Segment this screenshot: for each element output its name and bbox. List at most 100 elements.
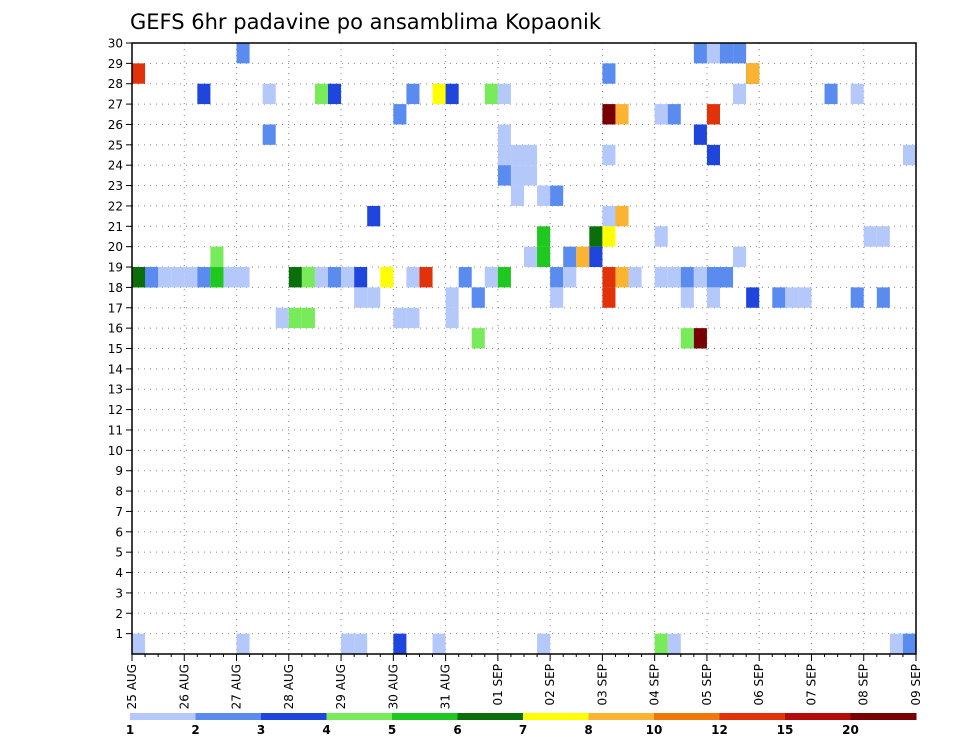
data-cell (537, 246, 551, 268)
y-tick-label: 13 (108, 383, 123, 397)
data-cell (798, 287, 812, 308)
data-cell (550, 267, 564, 288)
x-tick-label: 25 AUG (125, 664, 139, 709)
data-cell (667, 267, 681, 288)
y-tick-label: 30 (108, 37, 123, 51)
data-cell (628, 267, 642, 288)
data-cell (680, 328, 694, 349)
data-cell (445, 83, 459, 105)
data-cell (341, 267, 355, 288)
y-tick-label: 5 (115, 546, 123, 560)
data-cell (262, 124, 276, 145)
colorbar-label: 4 (322, 723, 330, 737)
data-cell (615, 267, 629, 288)
data-cell (210, 246, 224, 268)
colorbar-label: 1 (126, 723, 134, 737)
colorbar-label: 15 (777, 723, 794, 737)
y-tick-label: 8 (115, 485, 123, 499)
data-cell (654, 633, 668, 654)
data-cell (197, 267, 211, 288)
y-tick-label: 27 (108, 98, 123, 112)
x-tick-label: 31 AUG (439, 664, 453, 709)
data-cell (537, 633, 551, 654)
data-cell (615, 104, 629, 125)
data-cell (550, 287, 564, 308)
colorbar-swatch (130, 713, 196, 720)
data-cell (132, 633, 146, 654)
data-cell (550, 185, 564, 206)
x-tick-label: 28 AUG (282, 664, 296, 709)
data-cell (706, 287, 720, 308)
x-tick-label: 05 SEP (700, 664, 714, 706)
data-cell (406, 267, 420, 288)
x-tick-label: 30 AUG (386, 664, 400, 709)
data-cell (602, 205, 616, 227)
x-tick-label: 07 SEP (804, 664, 818, 706)
x-tick-label: 27 AUG (230, 664, 244, 709)
data-cell (328, 267, 342, 288)
data-cell (367, 287, 381, 308)
data-cell (654, 104, 668, 125)
data-cell (602, 287, 616, 308)
data-cell (497, 83, 511, 105)
x-tick-label: 29 AUG (334, 664, 348, 709)
data-cell (184, 267, 198, 288)
x-tick-label: 02 SEP (543, 664, 557, 706)
colorbar-label: 2 (191, 723, 199, 737)
data-cell (693, 43, 707, 64)
data-cell (537, 185, 551, 206)
data-cell (380, 267, 394, 288)
y-tick-label: 16 (108, 322, 123, 336)
y-tick-label: 4 (115, 566, 123, 580)
data-cell (210, 267, 224, 288)
data-cell (510, 165, 524, 186)
y-tick-label: 7 (115, 505, 123, 519)
data-cell (497, 144, 511, 166)
colorbar-label: 8 (584, 723, 592, 737)
data-cell (236, 267, 250, 288)
data-cell (602, 267, 616, 288)
y-tick-label: 26 (108, 118, 123, 132)
data-cell (733, 83, 747, 105)
data-cell (275, 307, 289, 329)
data-cell (524, 165, 538, 186)
data-cell (850, 83, 864, 105)
data-cell (393, 307, 407, 329)
y-tick-label: 3 (115, 586, 123, 600)
chart-title: GEFS 6hr padavine po ansamblima Kopaonik (130, 10, 602, 34)
data-cell (367, 205, 381, 227)
data-cell (706, 104, 720, 125)
data-cell (589, 226, 603, 247)
y-tick-label: 25 (108, 138, 123, 152)
data-cell (471, 287, 485, 308)
colorbar-swatch (392, 713, 458, 720)
data-cell (314, 267, 328, 288)
data-cell (471, 328, 485, 349)
y-tick-label: 29 (108, 57, 123, 71)
y-tick-label: 10 (108, 444, 123, 458)
x-tick-label: 01 SEP (491, 664, 505, 706)
data-cell (354, 267, 368, 288)
data-cell (288, 267, 302, 288)
data-cell (654, 267, 668, 288)
data-cell (288, 307, 302, 329)
data-cell (772, 287, 786, 308)
data-cell (602, 226, 616, 247)
y-tick-label: 1 (115, 627, 123, 641)
data-cell (406, 307, 420, 329)
data-cell (733, 246, 747, 268)
y-tick-label: 14 (108, 362, 123, 376)
data-cell (171, 267, 185, 288)
data-cell (902, 144, 916, 166)
data-cell (733, 43, 747, 64)
data-cell (537, 226, 551, 247)
x-tick-label: 03 SEP (595, 664, 609, 706)
data-cell (497, 267, 511, 288)
data-cell (484, 83, 498, 105)
data-cell (693, 328, 707, 349)
y-axis: 1234567891011121314151617181920212223242… (108, 37, 132, 641)
data-cell (406, 83, 420, 105)
data-cell (524, 144, 538, 166)
data-cell (706, 144, 720, 166)
data-cell (706, 267, 720, 288)
